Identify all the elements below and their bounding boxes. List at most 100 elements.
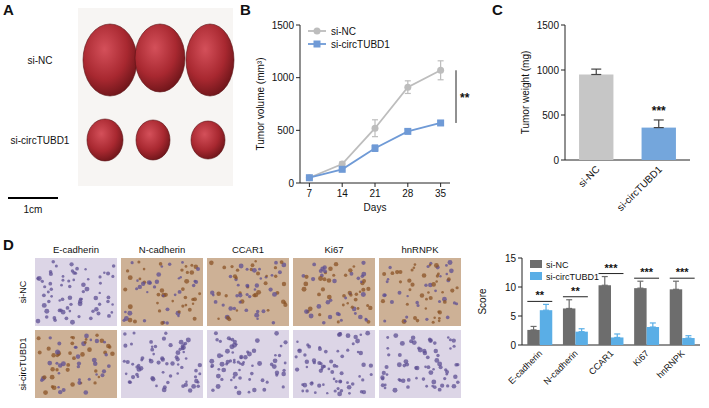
nucleus [338,380,342,384]
nucleus [65,316,69,320]
error-bar [579,329,585,332]
nucleus [227,336,231,340]
nucleus [149,340,153,344]
nucleus [422,273,427,278]
plot-area [527,277,694,345]
nucleus [359,290,361,292]
error-bar [614,334,620,337]
nucleus [157,293,161,297]
nucleus [284,362,287,365]
nucleus [230,265,233,268]
nucleus [66,368,70,372]
nucleus [384,387,387,390]
nucleus [406,295,408,297]
error-cap [685,337,691,338]
nucleus [155,385,158,388]
nucleus [386,373,389,376]
nucleus [96,311,100,315]
nucleus [66,363,70,367]
nucleus [198,363,202,367]
y-tick-label: 0 [510,340,516,351]
nucleus [446,273,449,276]
bar [527,330,539,345]
nucleus [303,383,308,388]
error-bar [654,120,664,128]
nucleus [333,378,336,381]
nucleus [272,292,277,297]
nucleus [47,361,52,366]
nucleus [270,363,274,367]
nucleus [297,348,302,353]
error-line [596,69,597,74]
error-cap [579,331,585,332]
nucleus [382,272,386,276]
nucleus [254,313,259,318]
nucleus [344,296,347,299]
nucleus [351,382,355,386]
nucleus [222,266,226,270]
error-cap [614,333,620,334]
nucleus [347,302,349,304]
nucleus [70,336,73,339]
y-tick [296,130,300,131]
nucleus [197,381,200,384]
nucleus [282,385,285,388]
nucleus [139,366,144,371]
nucleus [57,342,61,346]
nucleus [190,270,195,275]
nucleus [49,272,53,276]
nucleus [329,360,333,364]
nucleus [338,332,342,336]
nucleus [260,277,262,279]
nucleus [355,292,359,296]
nucleus [150,376,154,380]
nucleus [348,268,352,272]
x-tick-label: 35 [435,188,447,199]
nucleus [162,294,165,297]
nucleus [383,319,386,322]
nucleus [410,283,414,287]
nucleus [414,263,417,266]
nucleus [386,280,389,283]
nucleus [184,296,188,300]
nucleus [354,312,357,315]
ihc-background [207,330,289,398]
nucleus [59,308,63,312]
nucleus [50,295,53,298]
nucleus [443,300,447,304]
column-head: N-cadherin [139,244,185,255]
nucleus [233,274,237,278]
group-label: si-circTUBD1 [11,135,70,146]
nucleus [95,334,98,337]
nucleus [265,276,268,279]
nucleus [103,341,106,344]
bar [575,332,587,345]
nucleus [184,383,188,387]
nucleus [126,269,129,272]
nucleus [386,347,389,350]
nucleus [387,353,390,356]
y-tick-label: 15 [505,253,517,264]
nucleus [130,342,133,345]
nucleus [386,336,389,339]
nucleus [328,315,332,319]
error-cap [650,322,656,323]
nucleus [184,279,189,284]
nucleus [169,343,173,347]
nucleus [186,271,189,274]
nucleus [83,390,88,395]
nucleus [43,390,48,395]
nucleus [453,345,456,348]
nucleus [438,317,441,320]
nucleus [429,296,433,300]
nucleus [318,347,322,351]
nucleus [252,388,256,392]
nucleus [190,264,193,267]
x-tick-label: CCAR1 [587,348,616,377]
nucleus [43,285,46,288]
nucleus [229,359,232,362]
nucleus [248,295,251,298]
nucleus [181,287,185,291]
ihc-image [293,330,375,398]
nucleus [80,352,85,357]
